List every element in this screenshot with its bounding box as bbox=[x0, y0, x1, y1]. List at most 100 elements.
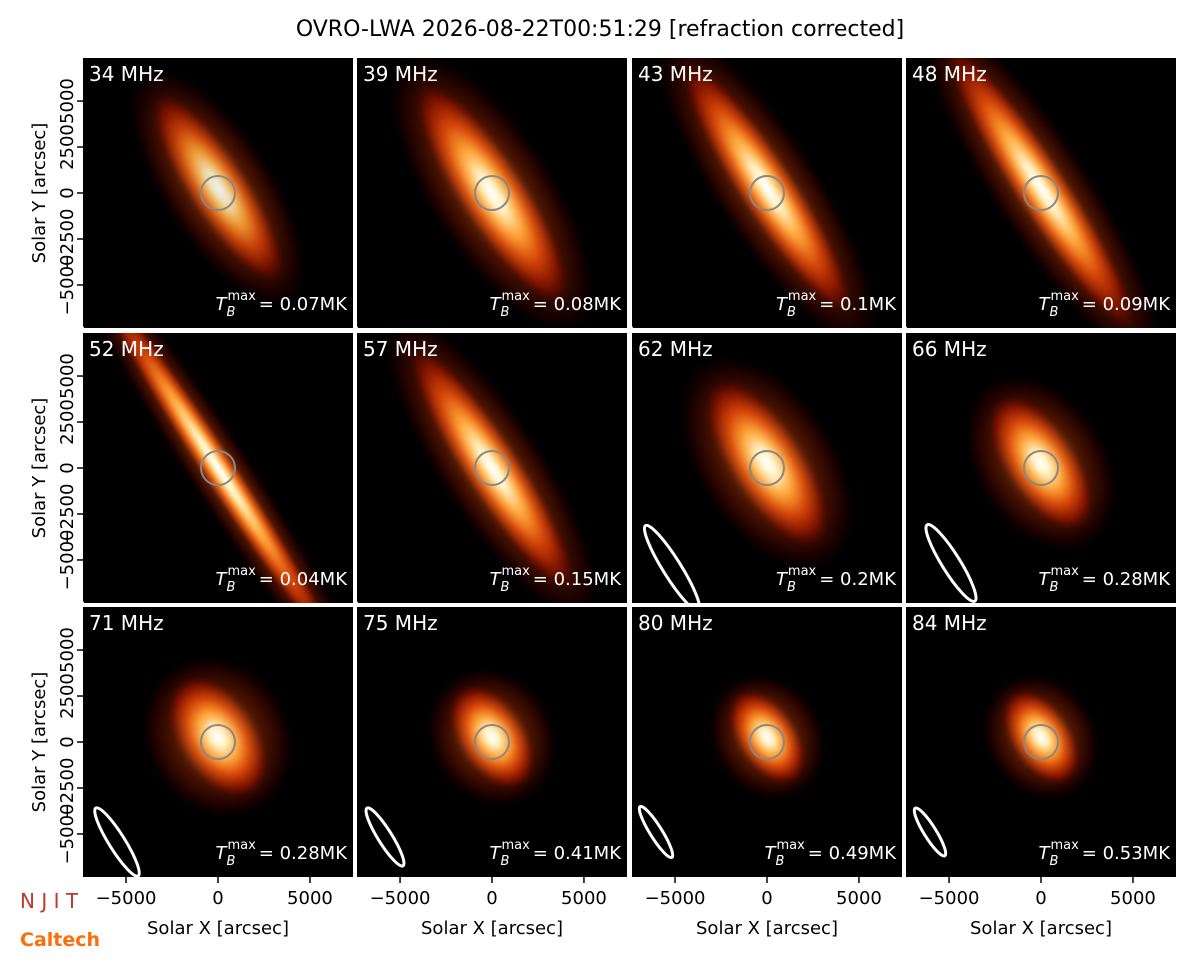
emission-halo bbox=[914, 58, 1168, 328]
figure-title: OVRO-LWA 2026-08-22T00:51:29 [refraction… bbox=[296, 17, 904, 42]
peak-temperature: TBmax = 0.2MK bbox=[776, 564, 897, 595]
tb-value: = 0.53MK bbox=[1082, 843, 1171, 864]
solar-disk bbox=[749, 724, 785, 760]
logo-njit: N J I T bbox=[20, 889, 79, 913]
solar-disk bbox=[749, 450, 785, 486]
image-panel bbox=[357, 607, 627, 877]
tb-sup: max bbox=[227, 838, 256, 853]
peak-temperature: TBmax = 0.49MK bbox=[765, 838, 898, 869]
tb-sub: B bbox=[227, 305, 236, 320]
solar-disk bbox=[1023, 450, 1059, 486]
image-panel bbox=[632, 607, 902, 877]
tb-symbol: T bbox=[216, 843, 229, 864]
y-tick-label: 5000 bbox=[57, 78, 78, 124]
image-panel bbox=[906, 58, 1176, 328]
peak-temperature: TBmax = 0.07MK bbox=[216, 289, 349, 320]
peak-temperature: TBmax = 0.1MK bbox=[776, 289, 897, 320]
panel-title: 57 MHz bbox=[363, 337, 438, 361]
y-tick-label: −2500 bbox=[57, 758, 78, 819]
x-tick-label: 0 bbox=[761, 888, 772, 909]
beam bbox=[93, 806, 141, 877]
tb-sub: B bbox=[227, 854, 236, 869]
image-panel bbox=[357, 58, 627, 328]
tb-value: = 0.08MK bbox=[533, 294, 622, 315]
y-tick-label: 0 bbox=[57, 462, 78, 473]
panel-title: 71 MHz bbox=[89, 611, 164, 635]
x-tick-label: 0 bbox=[1035, 888, 1046, 909]
beam bbox=[364, 806, 406, 868]
tb-value: = 0.1MK bbox=[819, 294, 897, 315]
tb-sup: max bbox=[776, 838, 805, 853]
panel-title: 52 MHz bbox=[89, 337, 164, 361]
emission-halo bbox=[652, 58, 882, 328]
y-tick-label: −5000 bbox=[57, 804, 78, 865]
y-tick-label: 2500 bbox=[57, 124, 78, 170]
x-tick-label: −5000 bbox=[919, 888, 980, 909]
image-panel bbox=[906, 333, 1176, 603]
solar-disk bbox=[200, 450, 236, 486]
y-tick-label: 2500 bbox=[57, 673, 78, 719]
image-panel bbox=[83, 58, 353, 328]
panel-title: 39 MHz bbox=[363, 62, 438, 86]
panel-title: 34 MHz bbox=[89, 62, 164, 86]
tb-value: = 0.04MK bbox=[259, 569, 348, 590]
beam bbox=[912, 806, 948, 858]
emission-halo bbox=[705, 671, 829, 803]
x-tick-label: −5000 bbox=[645, 888, 706, 909]
tb-sup: max bbox=[1050, 838, 1079, 853]
x-tick-label: −5000 bbox=[370, 888, 431, 909]
tb-symbol: T bbox=[216, 569, 229, 590]
tb-sup: max bbox=[788, 564, 817, 579]
peak-temperature: TBmax = 0.04MK bbox=[216, 564, 349, 595]
x-tick-label: −5000 bbox=[96, 888, 157, 909]
peak-temperature: TBmax = 0.15MK bbox=[490, 564, 623, 595]
y-tick-label: 5000 bbox=[57, 627, 78, 673]
panel-title: 84 MHz bbox=[912, 611, 987, 635]
y-axis-label: Solar Y [arcsec] bbox=[29, 123, 50, 264]
x-tick-label: 5000 bbox=[287, 888, 333, 909]
solar-disk bbox=[474, 175, 510, 211]
emission-halo bbox=[385, 58, 599, 328]
panel-title: 66 MHz bbox=[912, 337, 987, 361]
tb-symbol: T bbox=[490, 569, 503, 590]
logo-caltech: Caltech bbox=[20, 929, 100, 951]
tb-sub: B bbox=[501, 854, 510, 869]
x-axis-label: Solar X [arcsec] bbox=[970, 918, 1112, 939]
panel-title: 62 MHz bbox=[638, 337, 713, 361]
image-panel bbox=[906, 607, 1176, 877]
y-tick-label: 5000 bbox=[57, 353, 78, 399]
tb-sub: B bbox=[227, 580, 236, 595]
x-axis-label: Solar X [arcsec] bbox=[421, 918, 563, 939]
y-tick-label: −5000 bbox=[57, 530, 78, 591]
x-tick-label: 5000 bbox=[561, 888, 607, 909]
tb-symbol: T bbox=[1039, 843, 1052, 864]
tb-sup: max bbox=[227, 564, 256, 579]
panel-title: 43 MHz bbox=[638, 62, 713, 86]
tb-symbol: T bbox=[490, 294, 503, 315]
solar-disk bbox=[200, 175, 236, 211]
tb-value: = 0.09MK bbox=[1082, 294, 1171, 315]
emission-halo bbox=[979, 671, 1103, 803]
x-tick-label: 0 bbox=[212, 888, 223, 909]
tb-symbol: T bbox=[490, 843, 503, 864]
tb-symbol: T bbox=[765, 843, 778, 864]
y-tick-label: −5000 bbox=[57, 255, 78, 316]
beam bbox=[924, 523, 978, 603]
peak-temperature: TBmax = 0.28MK bbox=[216, 838, 349, 869]
image-panel bbox=[357, 333, 627, 603]
tb-symbol: T bbox=[776, 294, 789, 315]
peak-temperature: TBmax = 0.28MK bbox=[1039, 564, 1172, 595]
x-tick-label: 0 bbox=[486, 888, 497, 909]
y-axis-label: Solar Y [arcsec] bbox=[29, 672, 50, 813]
tb-value: = 0.28MK bbox=[259, 843, 348, 864]
x-tick-label: 5000 bbox=[1110, 888, 1156, 909]
image-panel bbox=[83, 333, 353, 603]
solar-disk bbox=[474, 724, 510, 760]
solar-disk bbox=[749, 175, 785, 211]
peak-temperature: TBmax = 0.53MK bbox=[1039, 838, 1172, 869]
image-panel bbox=[83, 607, 353, 877]
y-axis-label: Solar Y [arcsec] bbox=[29, 398, 50, 539]
tb-value: = 0.28MK bbox=[1082, 569, 1171, 590]
emission-halo bbox=[138, 652, 298, 822]
tb-symbol: T bbox=[1039, 569, 1052, 590]
